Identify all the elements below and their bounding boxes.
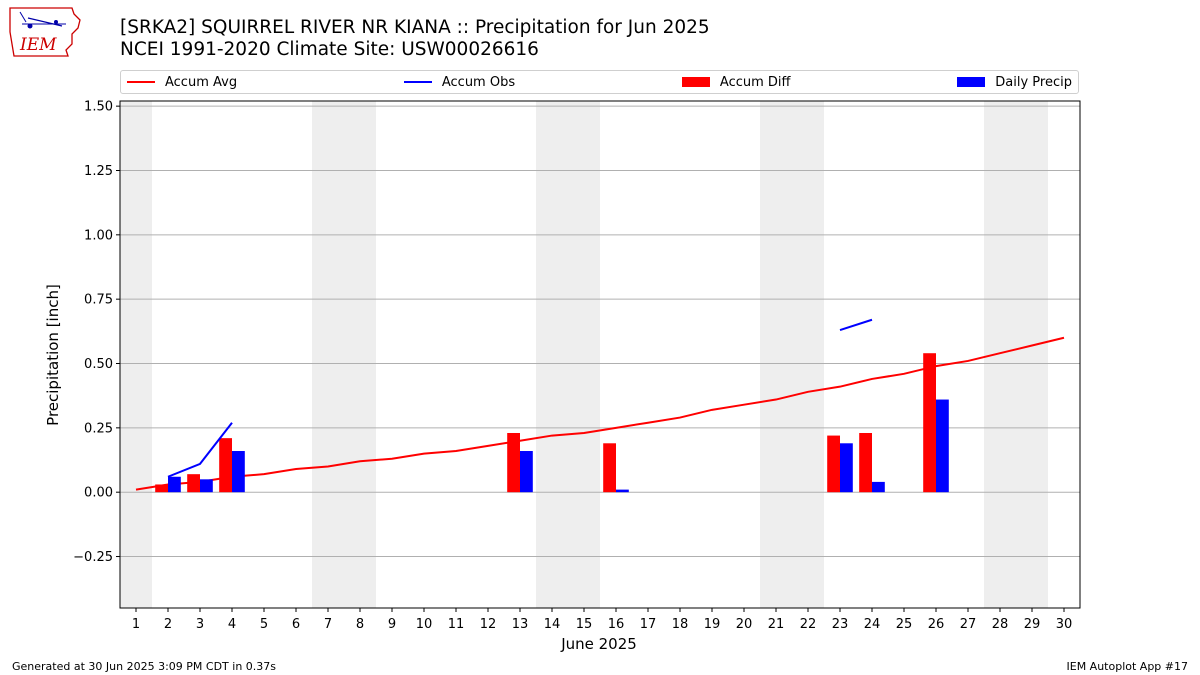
weekend-band bbox=[312, 101, 376, 608]
x-tick-label: 27 bbox=[960, 617, 977, 632]
x-tick-label: 2 bbox=[164, 617, 172, 632]
legend-accum-obs: Accum Obs bbox=[403, 74, 516, 90]
x-tick-label: 15 bbox=[576, 617, 593, 632]
x-tick-label: 16 bbox=[608, 617, 625, 632]
legend-swatch-accum-obs bbox=[403, 81, 432, 83]
weekend-band bbox=[760, 101, 824, 608]
x-tick-label: 8 bbox=[356, 617, 364, 632]
daily-precip-bar bbox=[200, 479, 213, 493]
x-tick-label: 28 bbox=[992, 617, 1009, 632]
iowa-state-map-icon bbox=[9, 7, 81, 57]
footer-generated-text: Generated at 30 Jun 2025 3:09 PM CDT in … bbox=[12, 660, 277, 673]
daily-precip-bar bbox=[840, 443, 853, 493]
x-tick-label: 20 bbox=[736, 617, 753, 632]
legend-swatch-accum-diff bbox=[681, 77, 710, 87]
x-tick-label: 21 bbox=[768, 617, 785, 632]
daily-precip-bar bbox=[616, 489, 629, 493]
daily-precip-bar bbox=[232, 451, 245, 493]
y-tick-label: 0.75 bbox=[84, 293, 113, 308]
x-tick-label: 17 bbox=[640, 617, 657, 632]
accum-diff-bar bbox=[155, 484, 168, 493]
y-tick-label: 1.50 bbox=[84, 100, 113, 115]
y-tick-label: −0.25 bbox=[73, 550, 113, 565]
x-tick-label: 24 bbox=[864, 617, 881, 632]
legend-daily-precip: Daily Precip bbox=[957, 75, 1072, 90]
y-axis-label: Precipitation [inch] bbox=[44, 284, 62, 426]
daily-precip-bar bbox=[168, 476, 181, 493]
x-tick-label: 19 bbox=[704, 617, 721, 632]
legend-label-accum-diff: Accum Diff bbox=[719, 74, 791, 90]
legend-label-accum-obs: Accum Obs bbox=[441, 74, 516, 90]
daily-precip-bar bbox=[520, 451, 533, 493]
x-tick-label: 18 bbox=[672, 617, 689, 632]
logo-text: IEM bbox=[19, 35, 57, 55]
x-tick-label: 10 bbox=[416, 617, 433, 632]
legend-swatch-accum-avg bbox=[127, 81, 155, 83]
accum-obs-line bbox=[167, 422, 233, 478]
footer-app-text: IEM Autoplot App #17 bbox=[1066, 660, 1189, 673]
x-tick-label: 12 bbox=[480, 617, 497, 632]
y-tick-label: 0.25 bbox=[84, 421, 113, 436]
x-tick-label: 11 bbox=[448, 617, 465, 632]
accum-diff-bar bbox=[187, 474, 200, 493]
chart-subtitle: NCEI 1991-2020 Climate Site: USW00026616 bbox=[120, 39, 539, 60]
y-tick-label: 0.50 bbox=[84, 357, 113, 372]
daily-precip-bar bbox=[872, 481, 885, 493]
accum-diff-bar bbox=[923, 353, 936, 493]
y-tick-label: 1.25 bbox=[84, 164, 113, 179]
x-tick-label: 30 bbox=[1056, 617, 1073, 632]
x-tick-label: 5 bbox=[260, 617, 268, 632]
accum-diff-bar bbox=[859, 432, 872, 493]
y-tick-label: 1.00 bbox=[84, 228, 113, 243]
iem-logo: IEM bbox=[9, 7, 81, 57]
plot-frame bbox=[119, 100, 1081, 609]
x-tick-label: 23 bbox=[832, 617, 849, 632]
x-axis-label: June 2025 bbox=[561, 635, 637, 653]
legend-swatch-daily-precip bbox=[957, 77, 986, 87]
x-tick-label: 13 bbox=[512, 617, 529, 632]
x-tick-label: 29 bbox=[1024, 617, 1041, 632]
legend-label-accum-avg: Accum Avg bbox=[165, 74, 238, 90]
x-tick-label: 26 bbox=[928, 617, 945, 632]
legend-accum-avg: Accum Avg bbox=[127, 75, 237, 90]
daily-precip-bar bbox=[936, 399, 949, 493]
weekend-band bbox=[536, 101, 600, 608]
x-tick-label: 14 bbox=[544, 617, 561, 632]
x-tick-label: 7 bbox=[324, 617, 332, 632]
legend-label-daily-precip: Daily Precip bbox=[995, 74, 1072, 90]
x-tick-label: 4 bbox=[228, 617, 236, 632]
x-axis-label-wrap: June 2025 bbox=[0, 635, 1200, 653]
y-tick-label: 0.00 bbox=[84, 486, 113, 501]
accum-obs-line bbox=[839, 318, 873, 332]
chart-legend: Accum Avg Accum Obs Accum Diff Daily Pre… bbox=[120, 70, 1079, 94]
accum-avg-line bbox=[135, 336, 1065, 491]
x-tick-label: 9 bbox=[388, 617, 396, 632]
weekend-band bbox=[120, 101, 152, 608]
x-tick-label: 25 bbox=[896, 617, 913, 632]
x-tick-label: 3 bbox=[196, 617, 204, 632]
accum-diff-bar bbox=[827, 435, 840, 493]
accum-diff-bar bbox=[603, 443, 616, 493]
x-tick-label: 22 bbox=[800, 617, 817, 632]
chart-title: [SRKA2] SQUIRREL RIVER NR KIANA :: Preci… bbox=[120, 17, 710, 38]
x-tick-label: 1 bbox=[132, 617, 140, 632]
accum-diff-bar bbox=[507, 432, 520, 493]
x-tick-label: 6 bbox=[292, 617, 300, 632]
legend-accum-diff: Accum Diff bbox=[681, 74, 791, 90]
accum-diff-bar bbox=[219, 438, 232, 493]
